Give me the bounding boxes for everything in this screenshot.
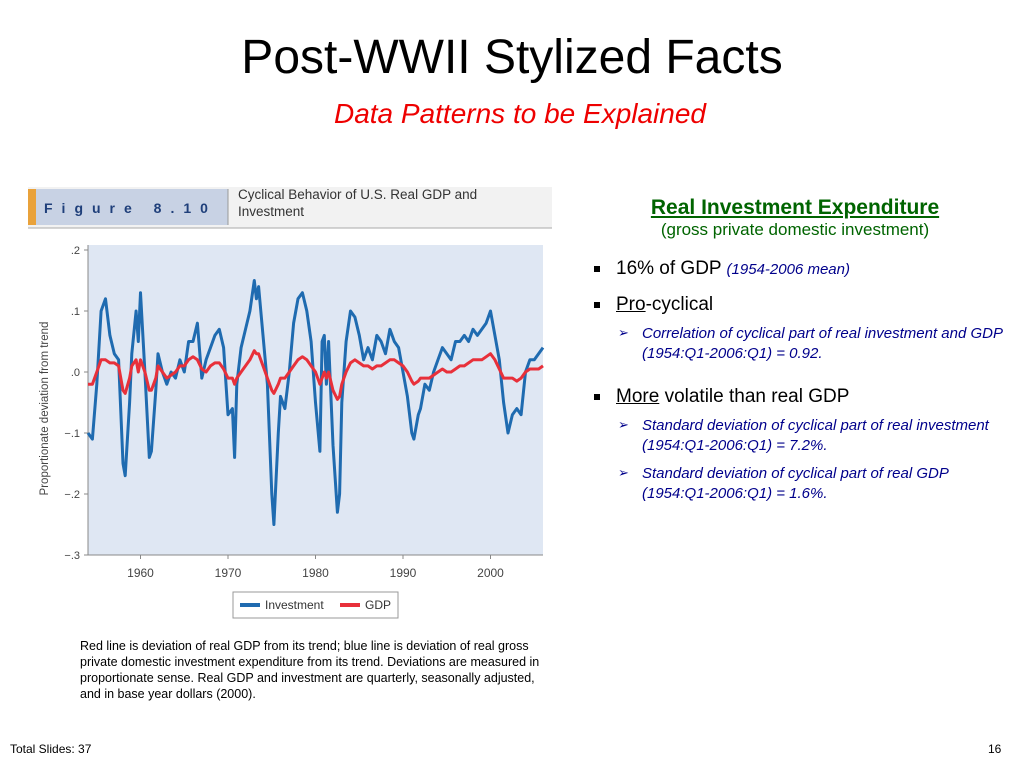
bullet: 16% of GDP (1954-2006 mean) bbox=[590, 258, 1010, 280]
y-tick-label: −.3 bbox=[64, 550, 80, 562]
sub-bullet: Standard deviation of cyclical part of r… bbox=[590, 464, 1010, 504]
x-tick-label: 1970 bbox=[215, 566, 242, 580]
sub-bullet: Correlation of cyclical part of real inv… bbox=[590, 324, 1010, 364]
x-tick-label: 1980 bbox=[302, 566, 329, 580]
chart-note: Red line is deviation of real GDP from i… bbox=[80, 639, 540, 701]
y-tick-label: .2 bbox=[71, 245, 80, 257]
series-line bbox=[86, 279, 545, 526]
text-panel: Real Investment Expenditure (gross priva… bbox=[590, 196, 1010, 504]
series-line bbox=[88, 349, 544, 401]
bullet-note: (1954-2006 mean) bbox=[726, 261, 850, 278]
bullet: Pro-cyclical bbox=[590, 294, 1010, 316]
bullet: More volatile than real GDP bbox=[590, 386, 1010, 408]
bullet-underlined: Pro bbox=[616, 294, 646, 315]
heading: Real Investment Expenditure bbox=[650, 196, 940, 219]
title: Post-WWII Stylized Facts bbox=[241, 31, 783, 84]
chart: .2 .1 .0 −.1 −.2 −.3 1960 1970 1980 1990 2000 Propo… bbox=[39, 245, 545, 619]
bullet-underlined: More bbox=[616, 386, 660, 407]
figure: Figure 8.10 Cyclical Behavior of U.S. Re… bbox=[28, 187, 552, 619]
y-axis-label: Proportionate deviation from trend bbox=[39, 322, 51, 496]
figure-caption: Cyclical Behavior of U.S. Real GDP and I… bbox=[238, 187, 478, 219]
x-tick-label: 2000 bbox=[477, 566, 504, 580]
legend-label: GDP bbox=[365, 598, 391, 612]
figure-accent bbox=[28, 189, 36, 225]
x-tick-label: 1960 bbox=[127, 566, 154, 580]
bullet-text: -cyclical bbox=[645, 294, 714, 315]
bullet-text: 16% of GDP bbox=[616, 258, 722, 279]
footer-right: 16 bbox=[988, 742, 1002, 756]
y-tick-label: −.2 bbox=[64, 489, 80, 501]
footer-left: Total Slides: 37 bbox=[10, 742, 92, 756]
legend bbox=[232, 591, 399, 619]
heading-sub: (gross private domestic investment) bbox=[660, 220, 930, 239]
legend-label: Investment bbox=[265, 598, 324, 612]
bullet-text: volatile than real GDP bbox=[664, 386, 850, 407]
sub-bullet: Standard deviation of cyclical part of r… bbox=[590, 416, 1010, 456]
y-tick-label: −.1 bbox=[64, 428, 80, 440]
y-tick-label: .0 bbox=[71, 367, 80, 379]
subtitle: Data Patterns to be Explained bbox=[333, 98, 706, 129]
y-tick-label: .1 bbox=[71, 306, 80, 318]
figure-tab bbox=[28, 189, 228, 225]
x-tick-label: 1990 bbox=[390, 566, 417, 580]
figure-number: Figure 8.10 bbox=[44, 200, 217, 216]
